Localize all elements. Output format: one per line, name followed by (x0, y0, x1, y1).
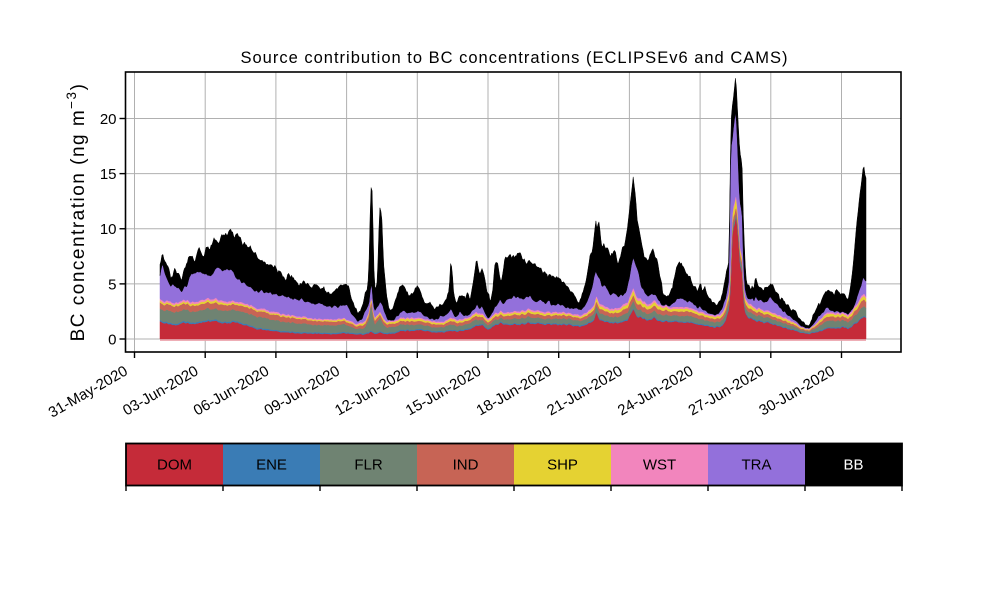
svg-text:TRA: TRA (742, 457, 772, 474)
svg-text:FLR: FLR (354, 457, 383, 474)
svg-text:20: 20 (100, 111, 117, 128)
svg-text:WST: WST (643, 457, 676, 474)
svg-text:15: 15 (100, 166, 117, 183)
svg-text:IND: IND (453, 457, 479, 474)
svg-text:SHP: SHP (547, 457, 578, 474)
svg-text:Source contribution to BC conc: Source contribution to BC concentrations… (241, 49, 789, 67)
svg-text:DOM: DOM (157, 457, 192, 474)
svg-text:5: 5 (108, 276, 116, 293)
svg-text:BC concentration (ng m−3): BC concentration (ng m−3) (64, 83, 89, 342)
svg-text:0: 0 (108, 331, 116, 348)
svg-text:ENE: ENE (256, 457, 287, 474)
svg-text:BB: BB (843, 457, 863, 474)
svg-text:10: 10 (100, 221, 117, 238)
